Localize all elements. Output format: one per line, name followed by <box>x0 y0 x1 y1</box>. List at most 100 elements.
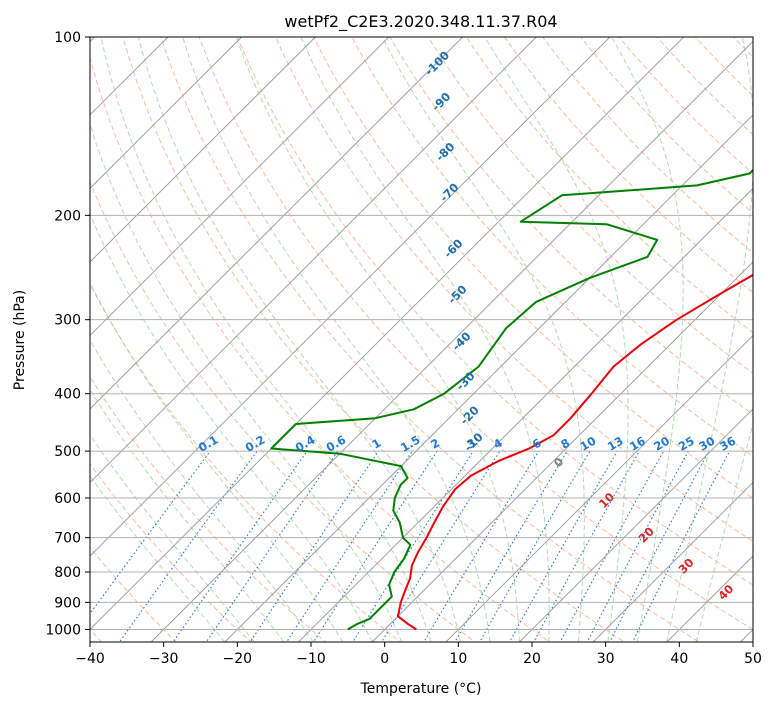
y-tick-label: 800 <box>54 565 81 581</box>
dry-adiabat <box>618 37 753 175</box>
y-tick-label: 300 <box>54 313 81 329</box>
isotherm <box>297 187 753 642</box>
moist-adiabat <box>484 37 629 642</box>
mixing-ratio-line <box>312 450 438 642</box>
mixing-ratio-label: 13 <box>605 434 626 454</box>
dry-adiabat <box>90 462 252 642</box>
y-axis: 1000 900 800 700 600 500 400 300 200 100 <box>45 30 90 638</box>
warm-label: 40 <box>715 582 736 603</box>
dry-adiabat <box>90 283 402 642</box>
mixing-ratio-label: 36 <box>717 434 738 454</box>
moist-adiabat <box>182 37 491 642</box>
chart-title: wetPf2_C2E3.2020.348.11.37.R04 <box>284 12 557 32</box>
mixing-ratio-label: 8 <box>558 436 572 452</box>
isotherm <box>445 334 753 642</box>
height-label: -40 <box>449 329 474 354</box>
moist-adiabat <box>90 475 226 642</box>
line-annotations: 0.1 0.2 0.4 0.6 1 1.5 2 3 4 6 8 10 13 16 20 25 30 36-100-… <box>196 48 738 603</box>
isotherm <box>371 261 753 642</box>
dry-adiabat <box>694 37 753 97</box>
mixing-ratio-label: 25 <box>676 434 697 454</box>
isotherm <box>90 37 243 190</box>
height-label: -90 <box>429 89 454 114</box>
dry-adiabat <box>198 37 753 631</box>
height-label: -70 <box>437 180 462 205</box>
dry-adiabat <box>542 37 753 254</box>
dry-adiabat <box>351 37 753 457</box>
isotherm <box>518 408 753 642</box>
mixing-ratio-line <box>423 450 540 642</box>
moist-adiabat <box>90 338 314 642</box>
isotherm <box>224 114 753 642</box>
moist-adiabat <box>90 433 255 642</box>
mixing-ratio-label: 20 <box>651 434 672 454</box>
temperature-line <box>396 273 753 631</box>
height-label: -80 <box>433 140 458 165</box>
y-tick-label: 500 <box>54 444 81 460</box>
y-tick-label: 200 <box>54 208 81 224</box>
isotherm <box>90 37 538 484</box>
y-tick-label: 900 <box>54 595 81 611</box>
dry-adiabat <box>90 180 476 642</box>
moist-adiabat <box>235 37 520 642</box>
x-tick-label: 0 <box>380 651 389 667</box>
dry-adiabat <box>427 37 753 374</box>
x-tick-label: −30 <box>149 651 179 667</box>
profile-lines <box>270 168 753 631</box>
moist-adiabat <box>90 281 344 642</box>
mixing-ratio-line <box>609 450 710 642</box>
mixing-ratio-line <box>454 450 568 642</box>
dry-adiabat <box>236 37 753 586</box>
mixing-ratio-line <box>205 450 339 642</box>
height-label: -50 <box>445 282 470 307</box>
y-tick-label: 1000 <box>45 622 81 638</box>
isotherm <box>90 37 464 410</box>
mixing-ratio-line <box>249 450 379 642</box>
y-tick-label: 600 <box>54 491 81 507</box>
moist-adiabat <box>137 37 461 642</box>
mixing-ratio-label: 16 <box>627 434 648 454</box>
isotherm <box>90 37 390 337</box>
plot-frame <box>89 36 754 643</box>
dry-adiabat <box>580 37 753 214</box>
x-tick-label: 40 <box>670 651 688 667</box>
mixing-ratio-line <box>631 450 731 642</box>
x-tick-label: −40 <box>75 651 105 667</box>
y-tick-label: 700 <box>54 531 81 547</box>
x-axis-label: Temperature (°C) <box>360 681 482 697</box>
mixing-ratio-label: 30 <box>696 434 717 454</box>
mixing-ratio-line <box>118 450 258 642</box>
dry-adiabat <box>465 37 753 334</box>
x-tick-label: −20 <box>223 651 253 667</box>
background-lines <box>90 24 775 654</box>
x-tick-label: −10 <box>296 651 326 667</box>
moist-adiabat <box>695 422 753 642</box>
height-label: -60 <box>441 236 466 261</box>
mixing-ratio-line <box>286 450 413 642</box>
dry-adiabat <box>759 24 775 654</box>
dry-adiabat <box>732 37 753 58</box>
mixing-ratio-label: 10 <box>578 434 599 454</box>
mixing-ratio-line <box>172 450 308 642</box>
moist-adiabat <box>666 37 753 642</box>
y-tick-label: 100 <box>54 30 81 46</box>
isotherm <box>90 37 685 631</box>
isotherm <box>150 40 753 642</box>
moist-adiabat <box>90 388 285 642</box>
height-label: -100 <box>422 48 452 78</box>
dry-adiabat <box>656 37 753 136</box>
isotherm <box>90 37 611 557</box>
x-tick-label: 10 <box>449 651 467 667</box>
y-tick-label: 400 <box>54 387 81 403</box>
moist-adiabat <box>100 37 432 642</box>
isotherm <box>90 37 317 263</box>
dry-adiabat <box>90 55 551 642</box>
moist-adiabat <box>90 212 373 642</box>
dewpoint-line <box>270 168 753 631</box>
dry-adiabat <box>503 37 753 294</box>
dry-adiabat <box>274 37 753 542</box>
x-axis: −40 −30 −20 −10 0 10 20 30 40 50 <box>75 642 762 667</box>
warm-label: 30 <box>675 555 696 576</box>
dry-adiabat <box>160 37 701 642</box>
dry-adiabat <box>90 375 327 642</box>
